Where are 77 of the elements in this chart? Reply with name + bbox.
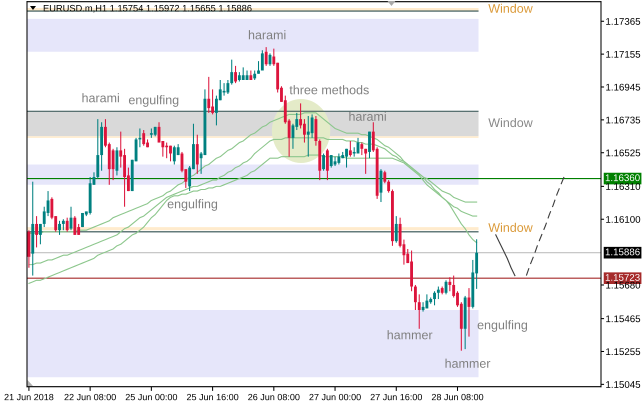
annotation: hammer xyxy=(445,358,490,368)
candlestick xyxy=(260,50,264,72)
x-tick-label: 28 Jun 08:00 xyxy=(432,394,484,400)
candlestick xyxy=(222,82,226,96)
candlestick xyxy=(468,288,470,338)
ref-line-label: 1.15723 xyxy=(606,274,640,281)
x-tick-label: 22 Jun 08:00 xyxy=(64,394,116,400)
ref-line-label: 1.15886 xyxy=(606,248,640,256)
y-tick-label: 1.16945 xyxy=(606,84,640,91)
annotation: harami xyxy=(248,30,286,40)
candlestick xyxy=(436,286,440,300)
candlestick xyxy=(138,128,142,148)
candlestick xyxy=(58,220,61,236)
candlestick xyxy=(257,60,260,74)
y-tick-label: 1.16100 xyxy=(606,216,640,223)
y-tick-label: 1.17155 xyxy=(606,50,640,58)
candlestick xyxy=(337,152,340,165)
candlestick xyxy=(268,52,272,66)
candlestick xyxy=(165,142,168,159)
x-tick-label: 27 Jun 16:00 xyxy=(370,394,422,400)
candlestick xyxy=(62,218,65,231)
y-tick-label: 1.15465 xyxy=(606,315,640,322)
candlestick xyxy=(345,148,348,168)
candlestick xyxy=(292,123,294,150)
candlestick xyxy=(246,70,248,80)
candlestick xyxy=(70,206,72,231)
candlestick xyxy=(368,131,371,159)
annotation: engulfing xyxy=(478,320,528,332)
candlestick xyxy=(326,148,329,181)
candlestick xyxy=(264,46,268,66)
x-tick-label: 25 Jun 16:00 xyxy=(186,394,238,400)
x-tick-label: 21 Jun 2018 xyxy=(4,394,54,400)
candlestick xyxy=(334,156,336,167)
candlestick xyxy=(238,72,241,82)
y-tick-label: 1.17365 xyxy=(606,18,640,25)
x-tick-label: 26 Jun 08:00 xyxy=(248,394,300,400)
candlestick xyxy=(422,302,424,312)
candlestick xyxy=(112,148,115,181)
ref-line-label: 1.16360 xyxy=(606,174,640,182)
candlestick xyxy=(35,216,38,248)
annotation: engulfing xyxy=(128,95,178,107)
line-series xyxy=(495,234,516,276)
candlestick xyxy=(322,152,325,172)
candlestick xyxy=(73,216,76,236)
annotation: harami xyxy=(349,112,386,121)
candlestick xyxy=(352,146,356,158)
candlestick xyxy=(356,137,360,154)
x-tick-label: 25 Jun 00:00 xyxy=(126,394,178,400)
candlestick xyxy=(169,145,172,162)
band-label: Window xyxy=(488,4,533,13)
y-tick-label: 1.15045 xyxy=(606,381,640,388)
candlestick xyxy=(249,70,252,80)
annotation: harami xyxy=(82,93,119,102)
annotation: hammer xyxy=(388,330,432,340)
annotation: engulfing xyxy=(168,199,218,211)
candlestick xyxy=(433,290,436,306)
annotation: three methods xyxy=(290,85,369,94)
candlestick xyxy=(444,280,448,295)
candlestick xyxy=(303,118,306,144)
y-tick-label: 1.15255 xyxy=(606,348,640,356)
candlestick xyxy=(172,145,176,165)
candlestick xyxy=(380,168,382,203)
candlestick xyxy=(66,217,69,232)
x-tick-label: 27 Jun 00:00 xyxy=(309,394,361,400)
candlestick xyxy=(253,70,256,80)
candlestick xyxy=(158,122,160,144)
y-tick-label: 1.16525 xyxy=(606,149,640,156)
candlestick xyxy=(425,294,428,309)
y-tick-label: 1.16735 xyxy=(606,116,640,124)
y-tick-label: 1.16310 xyxy=(606,183,640,190)
candlestick xyxy=(234,65,237,84)
candlestick xyxy=(150,128,153,138)
candlestick xyxy=(348,140,352,158)
band-label: Window xyxy=(488,118,533,128)
candlestick xyxy=(360,142,364,156)
candlestick xyxy=(115,146,118,176)
band-label: Window xyxy=(488,222,533,232)
